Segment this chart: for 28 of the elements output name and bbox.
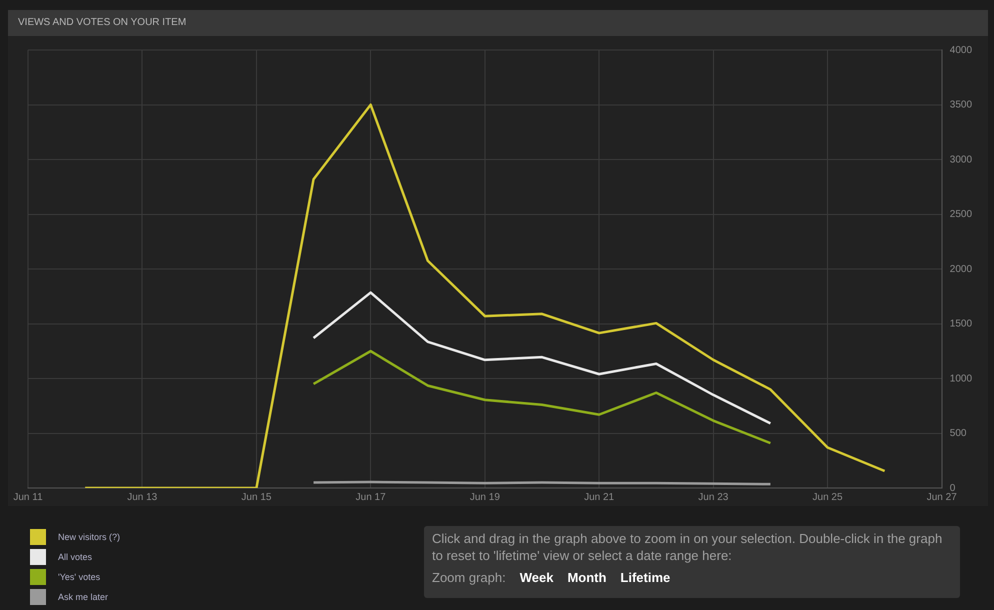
legend-label: Ask me later — [58, 592, 108, 602]
x-tick-label: Jun 13 — [127, 492, 158, 503]
y-tick-label: 2000 — [950, 264, 972, 275]
x-tick-label: Jun 17 — [356, 492, 386, 503]
y-tick-label: 4000 — [950, 44, 972, 56]
y-tick-label: 2500 — [950, 209, 972, 220]
x-tick-label: Jun 23 — [698, 492, 729, 503]
x-tick-label: Jun 21 — [584, 492, 615, 503]
x-tick-label: Jun 19 — [470, 492, 500, 503]
y-tick-label: 3500 — [950, 100, 972, 110]
legend-label: All votes — [58, 552, 92, 562]
y-tick-label: 500 — [950, 428, 967, 439]
text: Month — [567, 570, 606, 585]
y-tick-label: 3000 — [950, 154, 972, 166]
x-tick-label: Jun 11 — [13, 492, 44, 503]
text: Lifetime — [620, 570, 670, 585]
text: Zoom graph: — [432, 570, 506, 585]
y-tick-label: 1000 — [950, 373, 972, 384]
legend-label: New visitors (?) — [58, 532, 120, 542]
x-tick-label: Jun 25 — [812, 492, 843, 503]
x-tick-label: Jun 15 — [241, 492, 272, 503]
y-tick-label: 0 — [950, 482, 956, 494]
chart-title: VIEWS AND VOTES ON YOUR ITEM — [8, 10, 988, 36]
text: Week — [520, 570, 554, 585]
legend-label: 'Yes' votes — [58, 572, 100, 582]
x-tick-label: Jun 27 — [926, 492, 958, 503]
y-tick-label: 1500 — [950, 318, 972, 330]
text: Click and drag in the graph above to zoom in on your selection. Double-click in the graph to reset to 'lifetime' view or select a date range here: — [432, 530, 944, 564]
